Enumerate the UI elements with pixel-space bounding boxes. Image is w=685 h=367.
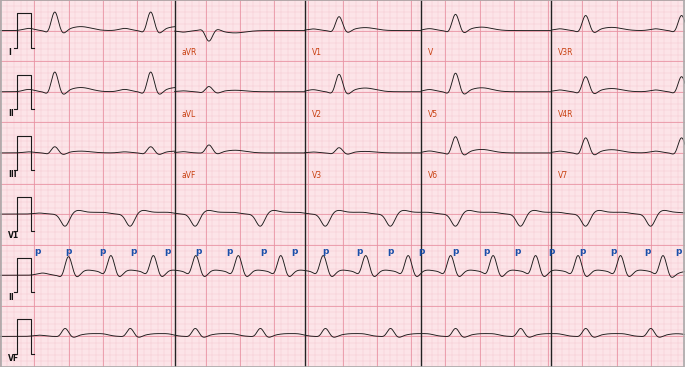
Text: V2: V2 [312,110,322,119]
Text: p: p [226,247,233,256]
Text: II: II [8,292,14,302]
Text: V3: V3 [312,171,322,180]
Text: p: p [322,247,329,256]
Text: p: p [260,247,267,256]
Text: p: p [675,247,682,256]
Text: p: p [130,247,137,256]
Text: I: I [8,48,11,57]
Text: aVF: aVF [182,171,196,180]
Text: p: p [65,247,72,256]
Text: p: p [418,247,425,256]
Text: aVR: aVR [182,48,197,58]
Text: p: p [291,247,298,256]
Text: p: p [387,247,394,256]
Text: p: p [99,247,106,256]
Text: III: III [8,170,17,179]
Text: V5: V5 [428,110,438,119]
Text: p: p [483,247,490,256]
Text: V1: V1 [312,48,322,58]
Text: p: p [164,247,171,256]
Text: aVL: aVL [182,110,196,119]
Text: V7: V7 [558,171,569,180]
Text: V3R: V3R [558,48,574,58]
Text: p: p [579,247,586,256]
Text: V4R: V4R [558,110,574,119]
Text: II: II [8,109,14,118]
Text: p: p [452,247,459,256]
Text: VF: VF [8,354,19,363]
Text: p: p [610,247,616,256]
Text: p: p [644,247,651,256]
Text: p: p [548,247,555,256]
Text: V: V [428,48,434,58]
Text: p: p [514,247,521,256]
Text: V6: V6 [428,171,438,180]
Text: p: p [195,247,202,256]
Text: p: p [356,247,363,256]
Text: V1: V1 [8,231,19,240]
Text: p: p [34,247,41,256]
